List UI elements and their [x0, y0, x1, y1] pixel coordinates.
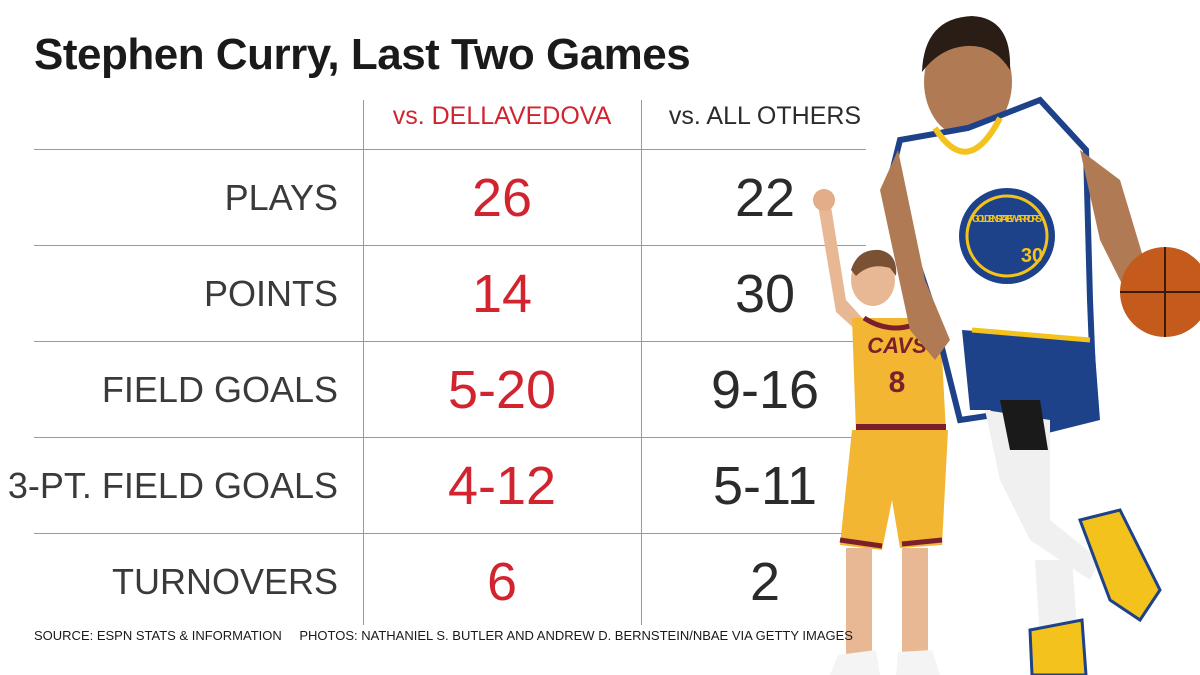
row-label-field-goals: FIELD GOALS: [101, 369, 338, 410]
row-divider: [34, 437, 866, 438]
dellavedova-photo: [813, 168, 964, 675]
row-label-points: POINTS: [203, 273, 338, 314]
row-label-turnovers: TURNOVERS: [111, 561, 338, 602]
value-3pt-dellavedova: 4-12: [447, 456, 557, 516]
value-points-others: 30: [734, 264, 796, 324]
value-fg-dellavedova: 5-20: [447, 360, 557, 420]
value-plays-dellavedova: 26: [471, 168, 533, 228]
value-3pt-others: 5-11: [712, 456, 818, 516]
column-header-dellavedova: vs. DELLAVEDOVA: [392, 102, 612, 130]
value-fg-others: 9-16: [710, 360, 820, 420]
row-label-3pt-field-goals: 3-PT. FIELD GOALS: [7, 465, 338, 506]
source-credit: SOURCE: ESPN STATS & INFORMATION: [34, 628, 282, 643]
value-turnovers-others: 2: [749, 552, 781, 612]
row-divider: [34, 149, 866, 150]
column-header-all-others: vs. ALL OTHERS: [668, 102, 862, 130]
warriors-jersey-text: GOLDEN STATE WARRIORS: [972, 214, 1042, 225]
page-title: Stephen Curry, Last Two Games: [34, 30, 691, 79]
warriors-jersey-number: 30: [1021, 245, 1043, 267]
value-points-dellavedova: 14: [471, 264, 533, 324]
value-turnovers-dellavedova: 6: [486, 552, 518, 612]
footer-credits: SOURCE: ESPN STATS & INFORMATION PHOTOS:…: [34, 628, 867, 643]
row-divider: [34, 245, 866, 246]
photo-credit: PHOTOS: NATHANIEL S. BUTLER AND ANDREW D…: [299, 628, 853, 643]
value-plays-others: 22: [734, 168, 796, 228]
column-divider: [641, 100, 642, 625]
row-label-plays: PLAYS: [224, 177, 338, 218]
cavs-jersey-number: 8: [889, 366, 906, 399]
column-divider: [363, 100, 364, 625]
row-divider: [34, 533, 866, 534]
row-divider: [34, 341, 866, 342]
curry-photo: [880, 16, 1200, 675]
